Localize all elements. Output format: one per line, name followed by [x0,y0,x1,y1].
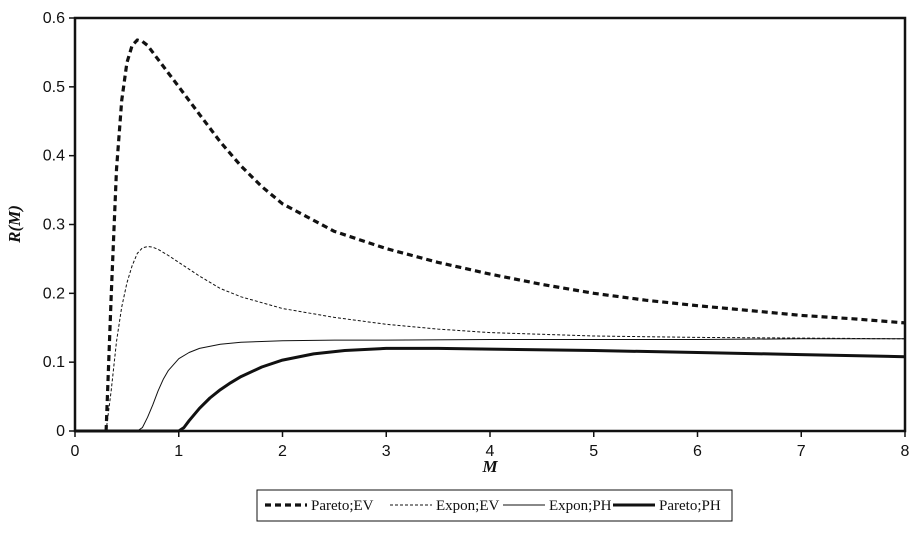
plot-area [73,16,907,433]
series-line-2 [105,246,906,432]
x-tick-label: 5 [589,443,598,460]
y-axis-ticks: 0 0.1 0.2 0.3 0.4 0.5 0.6 [43,10,75,440]
series-line-4 [75,346,906,433]
x-tick-label: 1 [174,443,183,460]
x-axis-ticks: 0 1 2 3 4 5 6 7 8 [71,431,909,460]
legend: Pareto;EV Expon;EV Expon;PH Pareto;PH [256,489,733,522]
x-axis-title: M [481,457,498,476]
x-tick-label: 4 [486,443,495,460]
x-tick-label: 3 [382,443,391,460]
series-layer [75,38,906,433]
x-tick-label: 0 [71,443,80,460]
y-axis-title: R(M) [5,205,24,244]
legend-label: Expon;EV [436,498,499,514]
y-tick-label: 0.1 [43,354,65,371]
legend-label: Pareto;PH [659,498,721,514]
x-tick-label: 7 [797,443,806,460]
y-tick-label: 0.4 [43,148,65,165]
y-tick-label: 0 [56,423,65,440]
series-line-3 [75,338,905,432]
y-tick-label: 0.5 [43,79,65,96]
series-line-1 [104,38,906,432]
y-tick-label: 0.6 [43,10,65,27]
legend-label: Expon;PH [549,498,612,514]
x-tick-label: 2 [278,443,287,460]
x-tick-label: 8 [901,443,909,460]
y-tick-label: 0.3 [43,217,65,234]
x-tick-label: 6 [693,443,702,460]
legend-label: Pareto;EV [311,498,374,514]
y-tick-label: 0.2 [43,285,65,302]
